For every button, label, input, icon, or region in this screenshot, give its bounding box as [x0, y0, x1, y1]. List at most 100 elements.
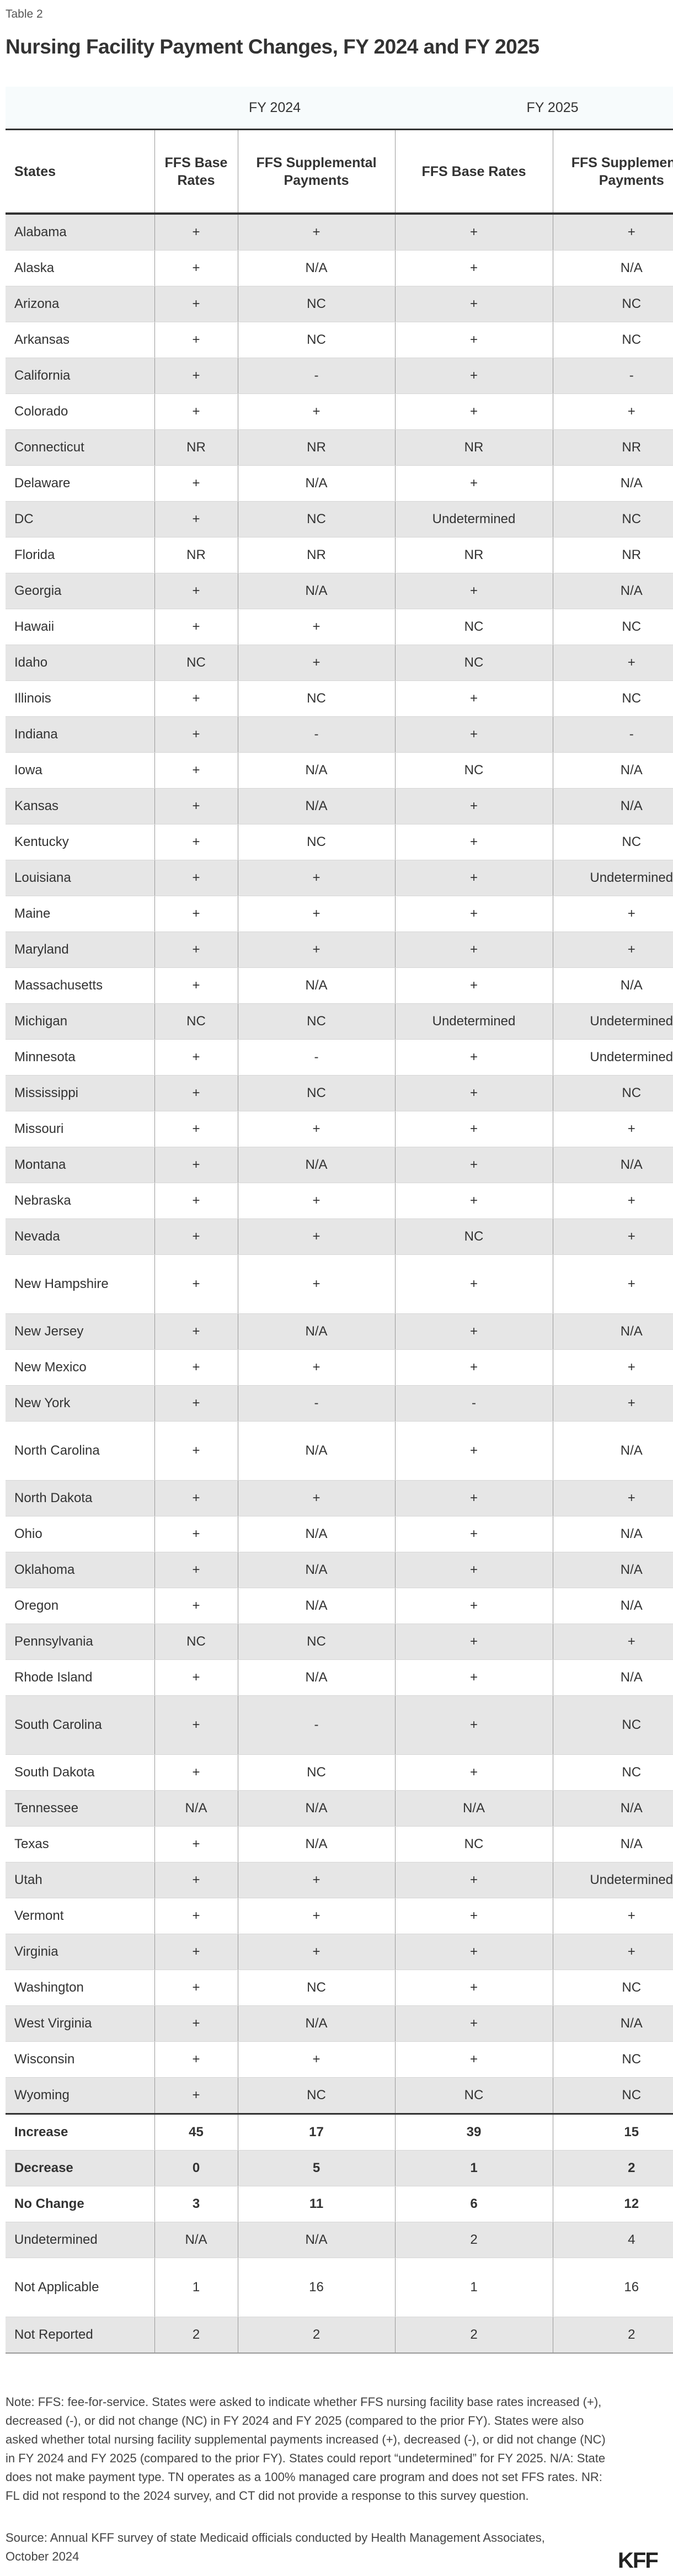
- fy2025-base-rate: +: [394, 1898, 553, 1934]
- fy2025-supplemental: NC: [552, 824, 673, 860]
- fy2025-supplemental: Undetermined: [552, 1862, 673, 1898]
- fy2025-supplemental: +: [552, 1218, 673, 1255]
- fy2025-supplemental: N/A: [552, 1516, 673, 1552]
- fy2024-supplemental: +: [237, 1898, 395, 1934]
- fy2025-base-rate: +: [394, 932, 553, 968]
- fy2024-base-rate: +: [154, 322, 238, 358]
- fy2025-base-rate: +: [394, 2005, 553, 2042]
- fy2025-base-rate: NR: [394, 537, 553, 573]
- fy2024-supplemental: N/A: [237, 1421, 395, 1481]
- table-row: DC + NC Undetermined NC: [6, 501, 673, 537]
- table-row: South Dakota + NC + NC: [6, 1754, 673, 1791]
- fy2024-base-rate: +: [154, 824, 238, 860]
- fy2024-base-rate: +: [154, 609, 238, 645]
- fy2024-base-rate: 2: [154, 2317, 238, 2354]
- state-name: No Change: [6, 2186, 154, 2222]
- fy2024-base-rate: 1: [154, 2258, 238, 2317]
- fy2025-supplemental: NC: [552, 1075, 673, 1111]
- state-name: Pennsylvania: [6, 1624, 154, 1660]
- fy2025-base-rate: +: [394, 1624, 553, 1660]
- fy2025-supplemental: +: [552, 1111, 673, 1147]
- fy2024-base-rate: +: [154, 1970, 238, 2006]
- table-row: Florida NR NR NR NR: [6, 537, 673, 573]
- table-row: Ohio + N/A + N/A: [6, 1516, 673, 1552]
- fy2025-supplemental: +: [552, 1934, 673, 1970]
- state-name: Minnesota: [6, 1039, 154, 1076]
- fy2024-base-rate: NR: [154, 537, 238, 573]
- fy2025-supplemental: +: [552, 1349, 673, 1386]
- fy2025-supplemental: N/A: [552, 1790, 673, 1827]
- fy2025-base-rate: +: [394, 1421, 553, 1481]
- fy2025-supplemental: N/A: [552, 1147, 673, 1183]
- fy2025-base-rate: +: [394, 967, 553, 1004]
- fy2024-base-rate: +: [154, 1147, 238, 1183]
- table-row: Texas + N/A NC N/A: [6, 1826, 673, 1862]
- fy2024-supplemental: +: [237, 1862, 395, 1898]
- table-row: Iowa + N/A NC N/A: [6, 752, 673, 789]
- fy2025-supplemental: +: [552, 1183, 673, 1219]
- payment-table-container[interactable]: FY 2024 FY 2025 States FFS Base Rates FF…: [6, 87, 673, 2354]
- state-name: Virginia: [6, 1934, 154, 1970]
- fy2024-base-rate: +: [154, 2005, 238, 2042]
- fy2025-base-rate: 1: [394, 2150, 553, 2186]
- table-row: Nevada + + NC +: [6, 1218, 673, 1255]
- state-name: New Jersey: [6, 1313, 154, 1350]
- fy2024-base-rate: N/A: [154, 1790, 238, 1827]
- fy2025-supplemental: N/A: [552, 1552, 673, 1588]
- fy2024-supplemental: +: [237, 1480, 395, 1516]
- fy2024-base-rate: +: [154, 1516, 238, 1552]
- table-row: Maine + + + +: [6, 896, 673, 932]
- fy2024-base-rate: +: [154, 1385, 238, 1422]
- fy2024-supplemental: 17: [237, 2114, 395, 2151]
- fy2024-supplemental: N/A: [237, 1516, 395, 1552]
- fy2024-supplemental: +: [237, 1111, 395, 1147]
- fy2024-base-rate: NC: [154, 645, 238, 681]
- table-row: North Dakota + + + +: [6, 1480, 673, 1516]
- fy2024-supplemental: N/A: [237, 2222, 395, 2258]
- fy2024-supplemental: +: [237, 1183, 395, 1219]
- table-row: Virginia + + + +: [6, 1934, 673, 1970]
- fy2024-supplemental: 11: [237, 2186, 395, 2222]
- fy2024-supplemental: NC: [237, 286, 395, 322]
- fy2024-supplemental: N/A: [237, 1790, 395, 1827]
- fy2024-supplemental: NC: [237, 1075, 395, 1111]
- fy2025-base-rate: +: [394, 286, 553, 322]
- fy2025-supplemental: NC: [552, 1970, 673, 2006]
- fy2024-supplemental: +: [237, 932, 395, 968]
- fy2025-base-rate: +: [394, 465, 553, 502]
- state-name: Connecticut: [6, 429, 154, 466]
- fy2024-supplemental: NC: [237, 501, 395, 537]
- fy2024-base-rate: +: [154, 788, 238, 824]
- fy2025-base-rate: 2: [394, 2222, 553, 2258]
- fy2025-supplemental: NC: [552, 2041, 673, 2078]
- fy2025-supplemental: NC: [552, 1754, 673, 1791]
- column-header-fy2024-supplemental: FFS Supplemental Payments: [237, 129, 395, 215]
- fy2025-supplemental: -: [552, 716, 673, 753]
- fy2025-supplemental: +: [552, 1624, 673, 1660]
- summary-row: Undetermined N/A N/A 2 4: [6, 2222, 673, 2258]
- state-name: Alaska: [6, 250, 154, 286]
- fy2024-supplemental: NC: [237, 322, 395, 358]
- fy2025-supplemental: NC: [552, 1695, 673, 1755]
- table-row: Alaska + N/A + N/A: [6, 250, 673, 286]
- fy2024-base-rate: +: [154, 1254, 238, 1314]
- fy2024-base-rate: +: [154, 1754, 238, 1791]
- summary-row: Decrease 0 5 1 2: [6, 2150, 673, 2186]
- table-row: South Carolina + - + NC: [6, 1695, 673, 1755]
- fy2024-base-rate: +: [154, 501, 238, 537]
- state-name: Delaware: [6, 465, 154, 502]
- payment-changes-table: FY 2024 FY 2025 States FFS Base Rates FF…: [6, 87, 673, 2354]
- fy2025-supplemental: NR: [552, 429, 673, 466]
- fy2025-base-rate: +: [394, 358, 553, 394]
- fy2024-supplemental: +: [237, 1254, 395, 1314]
- state-name: Texas: [6, 1826, 154, 1862]
- fy2024-supplemental: +: [237, 645, 395, 681]
- fy2024-base-rate: +: [154, 1898, 238, 1934]
- fy2024-supplemental: NC: [237, 1970, 395, 2006]
- fy2024-base-rate: +: [154, 2077, 238, 2115]
- fy2025-supplemental: +: [552, 393, 673, 430]
- fy2025-supplemental: +: [552, 932, 673, 968]
- fy2024-supplemental: +: [237, 609, 395, 645]
- fy2025-supplemental: N/A: [552, 250, 673, 286]
- state-name: Idaho: [6, 645, 154, 681]
